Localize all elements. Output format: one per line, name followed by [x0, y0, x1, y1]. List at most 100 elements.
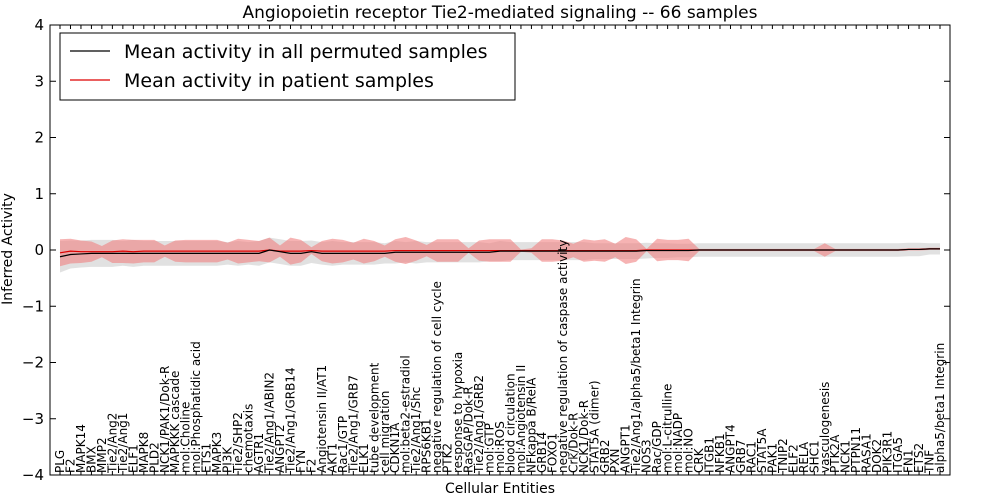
x-tick-label: STAT5A [755, 428, 769, 473]
x-tick-label: ANGPT1 [619, 424, 633, 473]
x-tick-label: Tie2/Ang1/Shc [409, 387, 423, 474]
chart-title: Angiopoietin receptor Tie2-mediated sign… [242, 3, 757, 23]
line-series-0 [59, 248, 940, 258]
x-tick-label: PLD2 [147, 442, 161, 473]
x-tick-label: NFKB1 [713, 433, 727, 473]
x-tick-label: negative regulation of caspase activity [556, 240, 570, 473]
y-tick-label: 3 [34, 72, 44, 90]
x-tick-label: NFkappa B/RelA [524, 377, 538, 473]
x-tick-label: GRB14 [535, 432, 549, 473]
x-tick-label: cell migration [378, 391, 392, 473]
x-tick-label: mol:Angiotensin II [514, 365, 528, 473]
x-tick-label: ETS1 [200, 443, 214, 473]
x-tick-label: F2 [63, 458, 77, 473]
x-tick-label: TNIP2 [776, 438, 790, 474]
x-axis-label: Cellular Entities [445, 481, 555, 497]
x-tick-label: PTK2A [828, 434, 842, 473]
x-tick-label: PXN [608, 449, 622, 473]
x-tick-label: alpha5/beta1 Integrin [933, 343, 947, 473]
legend-box [59, 32, 516, 101]
x-tick-label: PTPN11 [849, 427, 863, 473]
x-tick-label: Rac1/GTP [336, 416, 350, 473]
x-tick-label: ELK1 [357, 443, 371, 473]
x-tick-label: Crk/Dok-R [566, 412, 580, 473]
x-tick-label: AGTR1 [252, 433, 266, 473]
x-tick-label: PI3K [221, 446, 235, 473]
x-tick-label: PTK2 [441, 443, 455, 473]
x-tick-label: GRB7 [734, 439, 748, 473]
x-tick-label: STAT5A (dimer) [587, 380, 601, 473]
x-tick-label: ELF2 [786, 444, 800, 473]
y-axis-ticks: −4 −3 −2 −1 0 1 2 3 4 [22, 16, 950, 484]
legend-label-patient: Mean activity in patient samples [124, 70, 434, 92]
x-tick-label: RPS6KB1 [420, 418, 434, 473]
x-tick-label: NCK1 [839, 440, 853, 473]
x-tick-label: ANGPT2 [273, 424, 287, 473]
x-tick-label: chemotaxis [242, 404, 256, 473]
x-tick-label: Tie2/Ang1/GRB2 [472, 375, 486, 474]
x-tick-label: ELF1 [126, 444, 140, 473]
x-tick-label: MAPKKK cascade [168, 371, 182, 473]
x-tick-label: mol:L-citrulline [661, 384, 675, 473]
y-tick-label: 4 [34, 16, 44, 34]
x-tick-label: vasculogenesis [818, 382, 832, 473]
x-tick-label: mol:NADP [671, 413, 685, 473]
x-axis-ticks: PLGF2MAPK14BMXMMP2Tie2/Ang2Tie2/Ang1ELF1… [53, 25, 947, 475]
x-tick-label: FN1 [902, 449, 916, 473]
y-tick-label: −3 [22, 410, 44, 428]
x-tick-label: DOK2 [870, 439, 884, 473]
x-tick-label: NCK1/PAK1/Dok-R [158, 366, 172, 473]
x-tick-label: tube development [367, 362, 381, 473]
x-tick-label: Tie2/Ang1/GRB7 [346, 375, 360, 474]
x-tick-label: PLG [53, 450, 67, 473]
x-tick-label: mol:beta2-estradiol [399, 355, 413, 473]
x-tick-label: BMX [84, 446, 98, 473]
x-tick-label: negative regulation of cell cycle [430, 281, 444, 473]
x-tick-label: ANGPT4 [723, 424, 737, 473]
x-tick-label: CRK [692, 447, 706, 473]
x-tick-label: GRB2 [598, 439, 612, 473]
x-tick-label: Tie2/Ang1/GRB14 [283, 367, 297, 474]
x-tick-label: TNF [923, 450, 937, 474]
y-tick-label: 0 [34, 241, 44, 259]
y-tick-label: 1 [34, 185, 44, 203]
x-tick-label: Tie2/SHP2 [231, 412, 245, 474]
x-tick-label: Rac/GDP [650, 421, 664, 473]
x-tick-label: PIK3R1 [881, 431, 895, 473]
y-axis-label: Inferred Activity [0, 193, 16, 305]
x-tick-label: Tie2/Ang1/alpha5/beta1 Integrin [629, 278, 643, 474]
x-tick-label: RASA1 [860, 433, 874, 473]
x-tick-label: blood circulation [503, 373, 517, 473]
series-lines [59, 248, 940, 258]
x-tick-label: mol:Choline [179, 402, 193, 473]
x-tick-label: Tie2/Ang2 [105, 413, 119, 474]
x-tick-label: AKT1 [325, 443, 339, 473]
x-tick-label: Tie2/Ang1/ABIN2 [263, 372, 277, 474]
y-tick-label: 2 [34, 129, 44, 147]
x-tick-label: FYN [294, 450, 308, 473]
y-tick-label: −2 [22, 354, 44, 372]
x-tick-label: F2 [304, 458, 318, 473]
x-tick-label: SHC1 [807, 440, 821, 473]
x-tick-label: ETS2 [912, 443, 926, 473]
x-tick-label: MAPK8 [137, 432, 151, 473]
x-tick-label: ITGA5 [891, 437, 905, 473]
x-tick-label: RELA [797, 441, 811, 473]
x-tick-label: mol:ROS [493, 421, 507, 473]
x-tick-label: response to hypoxia [451, 352, 465, 473]
x-tick-label: MAPK14 [74, 424, 88, 473]
y-tick-label: −1 [22, 297, 44, 315]
legend: Mean activity in all permuted samples Me… [59, 32, 516, 101]
x-tick-label: ITGB1 [703, 437, 717, 473]
x-tick-label: mol:NO [682, 428, 696, 473]
legend-label-permuted: Mean activity in all permuted samples [124, 41, 487, 63]
x-tick-label: RAC1 [744, 441, 758, 473]
plot-area-frame [49, 24, 951, 476]
x-tick-label: CDKN1A [388, 422, 402, 473]
x-tick-label: FOXO1 [545, 433, 559, 473]
x-tick-label: NOS3 [640, 439, 654, 473]
x-tick-label: mol:Phosphatidic acid [189, 341, 203, 473]
confidence-bands [60, 237, 940, 273]
x-tick-label: MMP2 [95, 437, 109, 473]
